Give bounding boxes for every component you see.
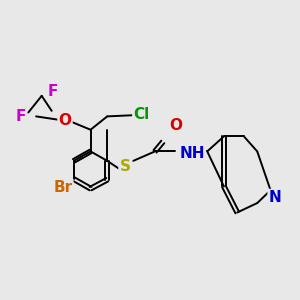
Text: N: N <box>268 190 281 205</box>
Text: O: O <box>58 113 71 128</box>
Text: F: F <box>48 84 58 99</box>
Text: Br: Br <box>53 180 72 195</box>
Text: O: O <box>169 118 183 133</box>
Text: NH: NH <box>179 146 205 160</box>
Text: Cl: Cl <box>134 107 150 122</box>
Text: F: F <box>15 109 26 124</box>
Text: S: S <box>119 159 130 174</box>
